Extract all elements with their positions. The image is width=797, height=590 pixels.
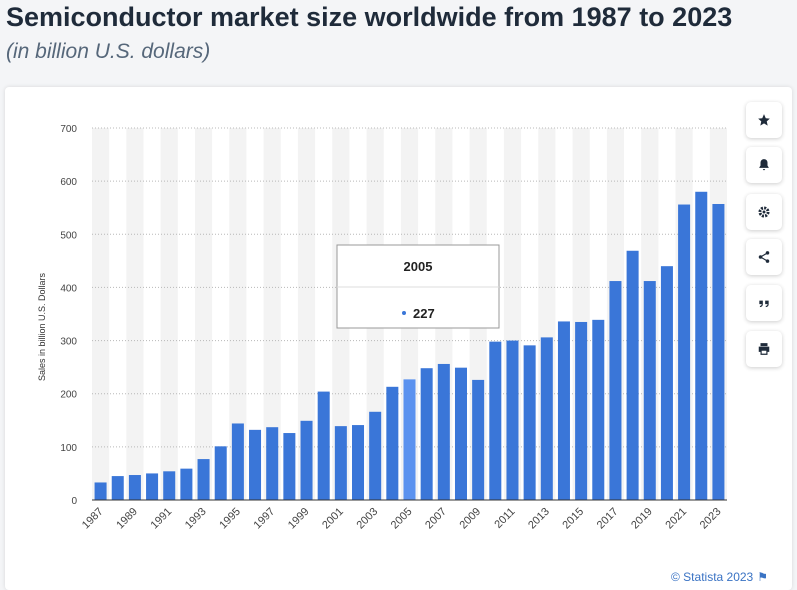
- bar[interactable]: [660, 266, 673, 500]
- bell-icon: [759, 159, 769, 171]
- bar[interactable]: [317, 391, 330, 500]
- x-tick-label: 2001: [320, 506, 346, 532]
- background-stripe: [297, 128, 316, 500]
- bar[interactable]: [523, 345, 536, 500]
- y-tick-label: 300: [60, 337, 77, 348]
- bar[interactable]: [489, 341, 502, 500]
- bar[interactable]: [352, 425, 365, 500]
- bar[interactable]: [472, 379, 485, 500]
- bar[interactable]: [506, 340, 519, 500]
- x-tick-label: 2017: [595, 506, 621, 532]
- y-tick-label: 400: [60, 283, 77, 294]
- statista-credit-link[interactable]: © Statista 2023: [671, 570, 754, 584]
- bar[interactable]: [180, 468, 193, 500]
- y-tick-label: 700: [60, 124, 77, 135]
- y-tick-label: 0: [71, 496, 77, 507]
- bar[interactable]: [437, 363, 450, 500]
- tooltip-series-dot: [402, 311, 406, 315]
- footer: © Statista 2023 ⚑: [671, 570, 768, 584]
- background-stripe: [263, 128, 281, 500]
- bar[interactable]: [94, 482, 107, 500]
- bar[interactable]: [111, 476, 124, 500]
- background-stripe: [229, 128, 247, 500]
- bar[interactable]: [231, 423, 244, 500]
- x-tick-label: 2011: [492, 506, 517, 531]
- bar[interactable]: [214, 446, 227, 500]
- chart-title: Semiconductor market size worldwide from…: [6, 2, 733, 32]
- bar[interactable]: [386, 386, 399, 500]
- bar[interactable]: [128, 475, 141, 500]
- share-icon: [758, 251, 770, 263]
- x-tick-label: 1999: [286, 506, 312, 532]
- x-tick-label: 2013: [526, 506, 552, 532]
- x-tick-label: 2021: [663, 506, 689, 532]
- bar-chart: 0 100 200 300 400 500 600 700 1987 1989 1991 1993 1…: [37, 124, 727, 532]
- bar[interactable]: [163, 471, 176, 500]
- x-tick-label: 1989: [114, 506, 140, 532]
- bar[interactable]: [540, 337, 553, 500]
- y-tick-label: 100: [60, 443, 77, 454]
- x-tick-label: 2003: [354, 506, 380, 532]
- flag-icon[interactable]: ⚑: [757, 570, 768, 584]
- bar[interactable]: [592, 319, 605, 500]
- print-icon: [758, 343, 770, 355]
- bar[interactable]: [403, 379, 416, 500]
- gear-icon: [758, 206, 770, 218]
- y-axis-label: Sales in billion U.S. Dollars: [37, 272, 47, 381]
- quote-icon: [759, 300, 769, 308]
- bar[interactable]: [626, 250, 639, 500]
- bar[interactable]: [643, 281, 656, 500]
- bar[interactable]: [300, 420, 313, 500]
- notification-button[interactable]: [746, 147, 782, 183]
- bar[interactable]: [609, 281, 622, 500]
- x-tick-label: 1997: [252, 506, 278, 532]
- bar[interactable]: [712, 203, 725, 500]
- print-button[interactable]: [746, 331, 782, 367]
- x-tick-label: 2015: [560, 506, 586, 532]
- bar[interactable]: [369, 411, 382, 500]
- bar[interactable]: [197, 459, 210, 500]
- x-tick-label: 2023: [698, 506, 724, 532]
- bar[interactable]: [146, 473, 159, 500]
- bar[interactable]: [283, 433, 296, 500]
- tooltip: 2005 227: [336, 244, 500, 329]
- tooltip-value: 227: [413, 306, 435, 321]
- background-stripe: [126, 128, 144, 500]
- x-tick-label: 1987: [80, 506, 106, 532]
- y-tick-label: 500: [60, 230, 77, 241]
- y-tick-label: 200: [60, 390, 77, 401]
- tooltip-category: 2005: [404, 259, 433, 274]
- bar[interactable]: [678, 204, 691, 501]
- x-tick-label: 1991: [149, 506, 175, 532]
- star-icon: [758, 114, 770, 126]
- chart-card: 0 100 200 300 400 500 600 700 1987 1989 1991 1993 1…: [5, 87, 792, 590]
- y-tick-label: 600: [60, 177, 77, 188]
- background-stripe: [160, 128, 178, 500]
- bar[interactable]: [266, 427, 279, 500]
- share-button[interactable]: [746, 239, 782, 275]
- bar[interactable]: [695, 191, 708, 500]
- x-tick-label: 2019: [629, 506, 655, 532]
- cite-button[interactable]: [746, 285, 782, 321]
- chart-subtitle: (in billion U.S. dollars): [6, 40, 211, 63]
- bar[interactable]: [334, 426, 347, 500]
- background-stripe: [194, 128, 213, 500]
- bar[interactable]: [454, 367, 467, 500]
- bar[interactable]: [575, 321, 588, 500]
- background-stripe: [92, 128, 110, 500]
- bar[interactable]: [249, 429, 262, 500]
- x-tick-label: 2007: [423, 506, 449, 532]
- favorite-button[interactable]: [746, 102, 782, 138]
- x-tick-label: 2009: [457, 506, 483, 532]
- settings-button[interactable]: [746, 194, 782, 230]
- x-tick-label: 2005: [389, 506, 415, 532]
- x-tick-label: 1995: [217, 506, 243, 532]
- bar[interactable]: [420, 368, 433, 500]
- bar[interactable]: [557, 321, 570, 500]
- x-tick-label: 1993: [183, 506, 209, 532]
